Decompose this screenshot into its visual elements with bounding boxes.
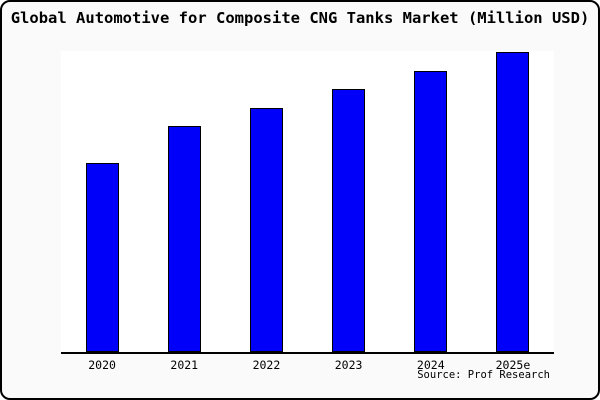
x-tick-label-2023: 2023: [334, 358, 363, 372]
x-axis-labels: 2020 2021 2022 2023 2024 2025e: [61, 358, 554, 372]
x-tick-label-2022: 2022: [252, 358, 281, 372]
bar-slot-2020: [61, 51, 143, 352]
bar-2021: [167, 126, 201, 352]
bar-2023: [332, 88, 366, 352]
bar-slot-2021: [143, 51, 225, 352]
bar-slot-2022: [225, 51, 307, 352]
bar-slot-2025e: [472, 51, 554, 352]
source-attribution: Source: Prof Research: [417, 369, 550, 381]
bar-slot-2024: [390, 51, 472, 352]
bars-row: [61, 51, 554, 352]
chart-title: Global Automotive for Composite CNG Tank…: [10, 9, 590, 27]
x-tick-label-2024: 2024: [416, 358, 445, 372]
bar-2025e: [496, 52, 530, 352]
bar-2020: [85, 163, 119, 352]
bar-slot-2023: [308, 51, 390, 352]
bar-2022: [249, 107, 283, 352]
bar-2024: [414, 70, 448, 352]
x-tick-label-2021: 2021: [170, 358, 199, 372]
x-tick-label-2020: 2020: [88, 358, 116, 372]
x-tick-label-2025e: 2025e: [495, 358, 531, 372]
plot-area: [61, 51, 554, 354]
